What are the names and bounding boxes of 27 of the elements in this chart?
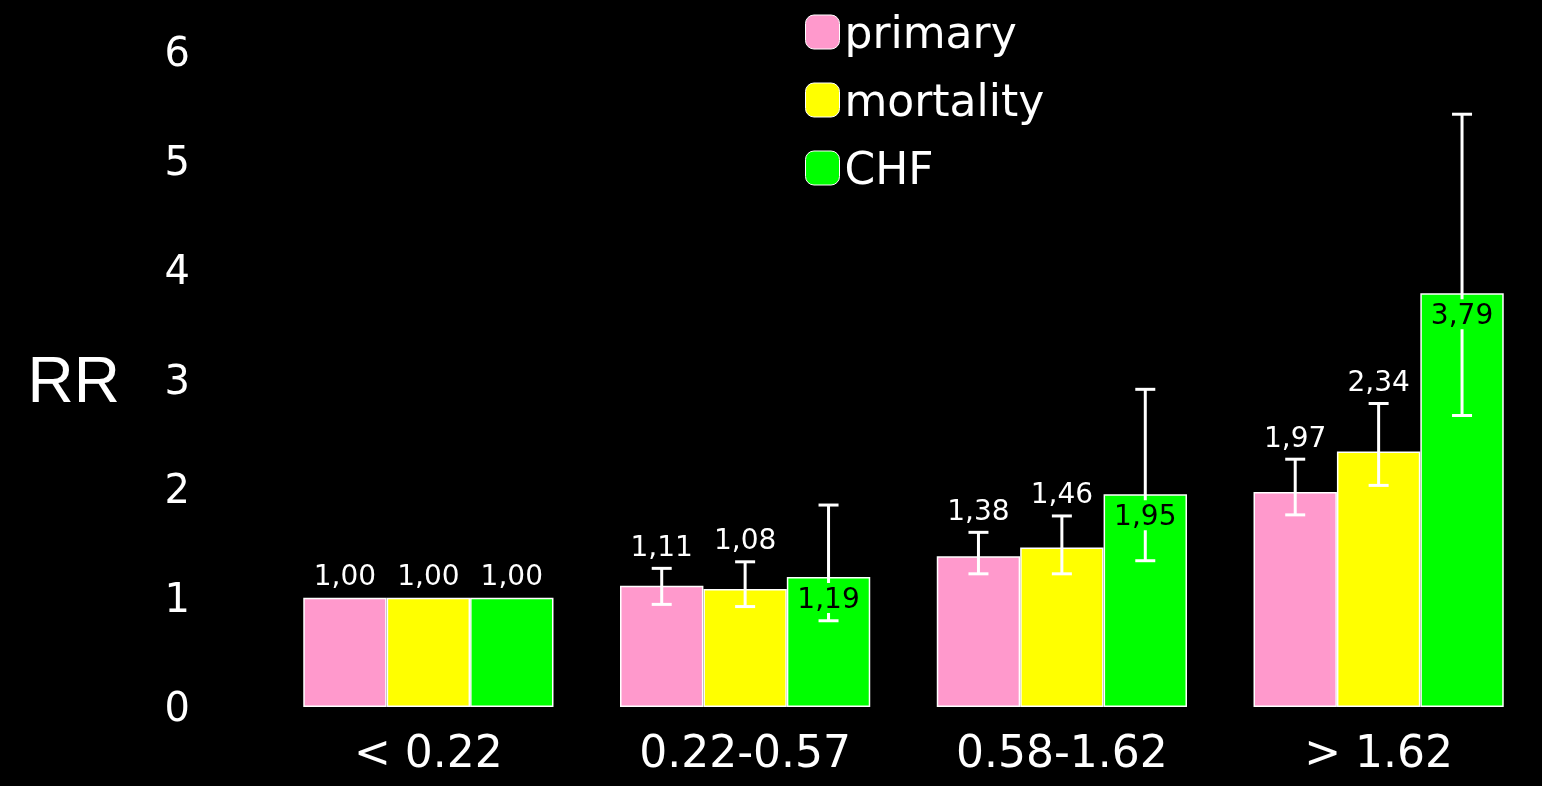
data-label: 1,38 — [947, 493, 1010, 527]
x-tick-label: 0.58-1.62 — [955, 725, 1168, 777]
y-tick-label: 6 — [164, 29, 190, 75]
data-label: 2,34 — [1347, 365, 1410, 399]
data-label: 1,08 — [713, 523, 777, 557]
x-tick-label: > 1.62 — [1304, 725, 1454, 777]
data-label: 1,95 — [1114, 498, 1177, 532]
y-axis-title: RR — [27, 343, 120, 416]
x-tick-label: < 0.22 — [353, 725, 503, 777]
data-label: 3,79 — [1430, 297, 1494, 331]
y-tick-label: 0 — [164, 684, 190, 730]
y-tick-label: 4 — [164, 247, 190, 294]
data-label: 1,00 — [397, 559, 460, 593]
y-tick-label: 5 — [164, 138, 190, 185]
legend-label: primary — [844, 6, 1017, 58]
x-tick-label: 0.22-0.57 — [639, 725, 852, 777]
legend-label: mortality — [844, 74, 1045, 126]
data-label: 1,97 — [1264, 420, 1327, 454]
legend-label: CHF — [844, 142, 934, 194]
y-tick-label: 3 — [164, 356, 190, 403]
data-label: 1,19 — [797, 581, 860, 615]
data-label: 1,46 — [1030, 477, 1094, 511]
y-tick-label: 2 — [164, 465, 190, 512]
data-label: 1,11 — [630, 529, 693, 563]
data-label: 1,00 — [480, 559, 543, 593]
data-label: 1,00 — [313, 559, 377, 593]
y-tick-label: 1 — [164, 574, 190, 621]
